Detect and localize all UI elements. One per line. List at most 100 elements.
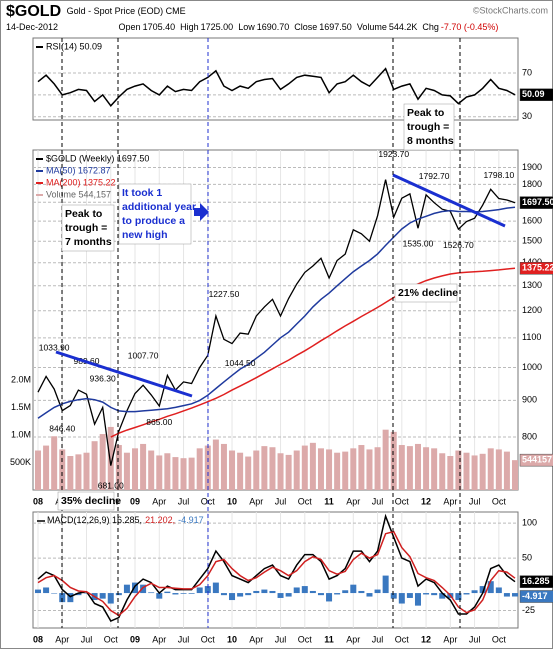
bar: [115, 593, 122, 596]
bar: [350, 448, 357, 490]
price-annotation: 681.00: [98, 480, 124, 490]
bar: [455, 450, 462, 490]
price-annotation: 1007.70: [128, 350, 159, 360]
quote-value: 1697.50: [319, 22, 352, 32]
x-tick-label: Oct: [201, 634, 216, 644]
bar: [220, 593, 227, 596]
x-tick-label: Apr: [152, 634, 166, 644]
bar: [487, 581, 494, 594]
x-tick-label: Oct: [104, 634, 119, 644]
x-tick-label: 08: [33, 496, 43, 506]
legend-entry: MACD(12,26,9) 16.285,: [47, 515, 142, 525]
bar: [487, 448, 494, 490]
y-tick-label: 100: [522, 518, 537, 528]
bar: [406, 446, 413, 490]
bar: [245, 593, 252, 596]
y-tick-label: 70: [522, 67, 532, 77]
bar: [99, 593, 106, 599]
x-tick-label: 12: [421, 634, 431, 644]
bar: [463, 452, 470, 490]
bar: [503, 593, 510, 597]
series-line: [110, 267, 516, 438]
bar: [439, 593, 446, 599]
legend-entry: MA(50) 1672.87: [46, 165, 111, 175]
bar: [172, 593, 179, 595]
callout-text: trough =: [407, 121, 449, 133]
bar: [293, 450, 300, 490]
bar: [51, 436, 58, 490]
quote-label: Volume: [357, 22, 387, 32]
bar: [423, 593, 430, 595]
x-tick-label: 09: [130, 496, 140, 506]
y2-tick-label: 1.5M: [11, 402, 31, 412]
bar: [245, 456, 252, 490]
bar: [463, 593, 470, 595]
callout-text: trough =: [65, 222, 107, 234]
bar: [342, 451, 349, 490]
quote-value: 1705.40: [143, 22, 176, 32]
bar: [99, 434, 106, 490]
price-annotation: 865.00: [146, 417, 172, 427]
y2-tick-label: 2.0M: [11, 375, 31, 385]
end-tag-label: 1375.22: [522, 263, 553, 273]
end-tag: [519, 575, 553, 588]
series-line: [37, 530, 516, 617]
y2-tick-label: 500K: [10, 457, 31, 467]
bar: [431, 448, 438, 490]
bar: [277, 453, 284, 490]
y-tick-label: 800: [522, 431, 537, 441]
y2-tick-label: 1.0M: [11, 430, 31, 440]
bar: [172, 457, 179, 490]
bar: [67, 456, 74, 490]
legend-entry: 21.202,: [145, 515, 175, 525]
bar: [253, 450, 260, 490]
x-tick-label: 10: [227, 634, 237, 644]
bar: [293, 587, 300, 594]
bar: [132, 582, 139, 594]
bar: [83, 593, 90, 594]
y-tick-label: 1300: [522, 280, 542, 290]
bar: [503, 451, 510, 490]
x-tick-label: Jul: [275, 496, 287, 506]
bar: [309, 590, 316, 594]
price-annotation: 1798.10: [483, 170, 514, 180]
end-tag: [519, 196, 553, 209]
bar: [204, 586, 211, 594]
bar: [43, 445, 50, 490]
end-tag: [519, 590, 553, 603]
bar: [148, 450, 155, 490]
callout-text: 35% decline: [61, 495, 121, 507]
bar: [374, 589, 381, 594]
bar: [414, 443, 421, 490]
callout-text: Peak to: [65, 208, 102, 220]
bar: [334, 593, 341, 595]
x-tick-label: Apr: [443, 496, 457, 506]
x-tick-label: 09: [130, 634, 140, 644]
x-tick-label: Jul: [178, 634, 190, 644]
bar: [423, 447, 430, 490]
trend-line: [392, 173, 506, 228]
bar: [439, 453, 446, 490]
bar: [67, 593, 74, 603]
legend-entry: $GOLD (Weekly) 1697.50: [46, 153, 149, 163]
bar: [59, 449, 66, 490]
bar: [237, 593, 244, 597]
bar: [35, 450, 41, 490]
callout-box: [61, 204, 115, 252]
bar: [115, 445, 122, 490]
price-annotation: 1792.70: [419, 171, 450, 181]
quote-label: Chg: [422, 22, 439, 32]
bar: [406, 593, 413, 598]
bar: [237, 452, 244, 490]
x-tick-label: Oct: [492, 496, 507, 506]
bar: [196, 448, 203, 490]
chart-header: $GOLD Gold - Spot Price (EOD) CME: [6, 3, 186, 20]
x-tick-label: Apr: [443, 634, 457, 644]
x-tick-label: Jul: [178, 496, 190, 506]
callout-text: 7 months: [65, 236, 112, 248]
x-tick-label: Apr: [55, 634, 69, 644]
y-tick-label: 1800: [522, 179, 542, 189]
bar: [220, 443, 227, 490]
x-tick-label: Apr: [249, 634, 263, 644]
bar: [212, 439, 219, 490]
